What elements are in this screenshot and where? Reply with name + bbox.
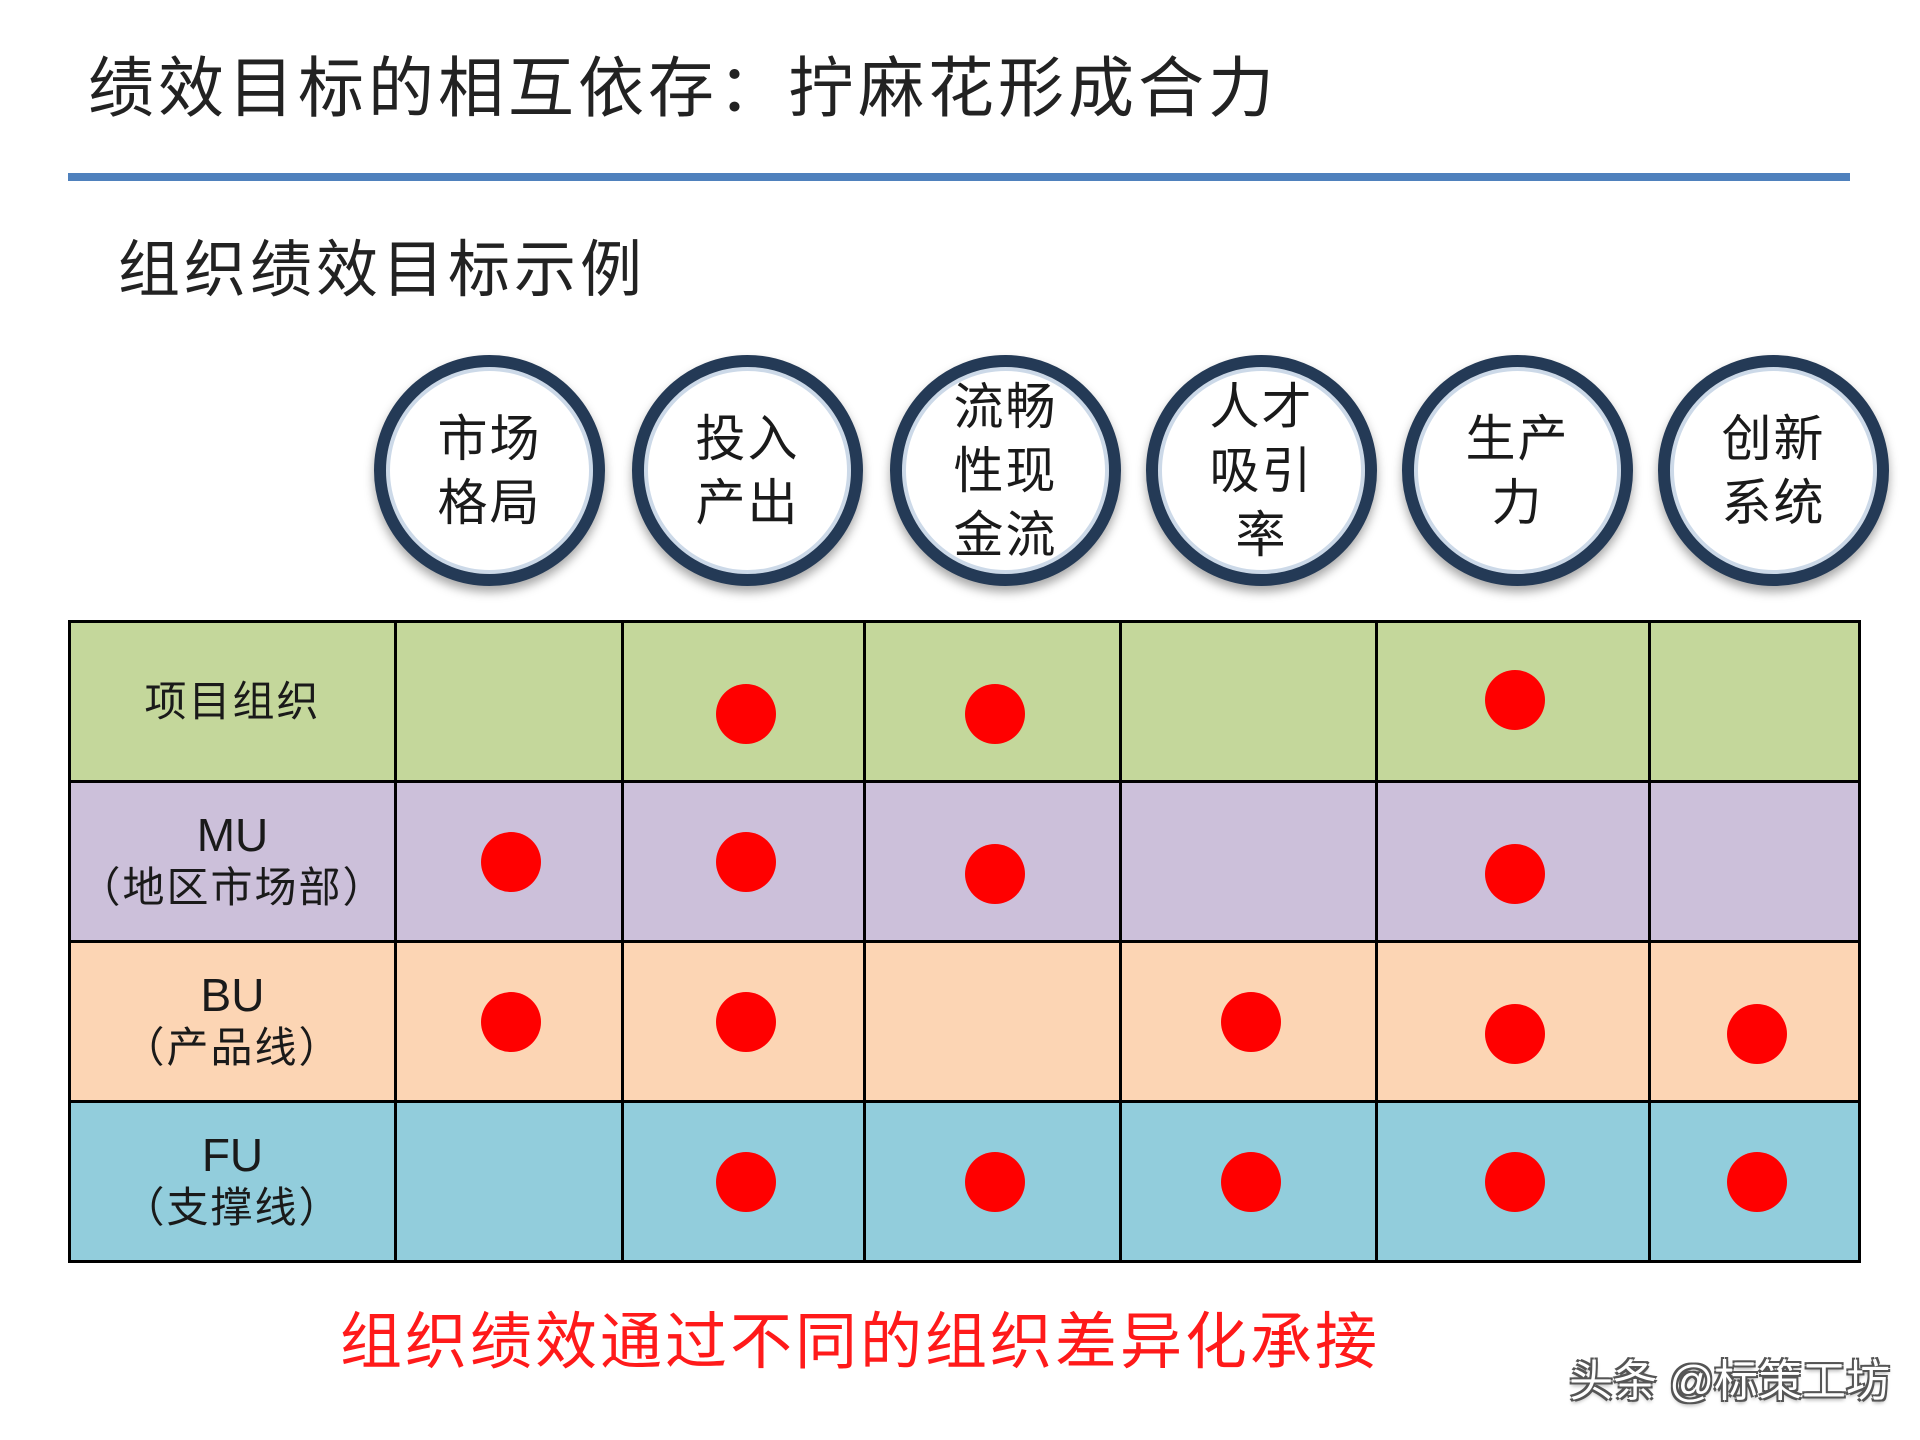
marker-dot — [964, 843, 1025, 904]
matrix-cell — [394, 620, 624, 783]
marker-dot — [1485, 669, 1545, 730]
goal-circle-innovation: 创新 系统 — [1658, 355, 1889, 586]
matrix-cell — [1375, 940, 1651, 1103]
row-header-cell: FU （支撑线） — [68, 1100, 397, 1263]
marker-dot — [1485, 1151, 1545, 1212]
marker-dot — [481, 831, 541, 892]
row-code: FU — [201, 1128, 264, 1181]
goal-circle-talent: 人才 吸引 率 — [1146, 355, 1377, 586]
row-code: BU — [200, 968, 265, 1021]
matrix-cell — [1648, 1100, 1861, 1263]
matrix-cell — [1119, 940, 1378, 1103]
row-label: BU （产品线） — [71, 969, 394, 1075]
marker-dot — [1485, 1003, 1545, 1064]
marker-dot — [964, 1151, 1025, 1212]
matrix-cell — [1648, 620, 1861, 783]
matrix-cell — [1119, 620, 1378, 783]
matrix-cell — [863, 1100, 1122, 1263]
row-label: 项目组织 — [71, 675, 394, 729]
marker-dot — [1220, 991, 1281, 1052]
matrix-cell — [621, 940, 866, 1103]
row-code: MU — [196, 808, 269, 861]
matrix-cell — [394, 1100, 624, 1263]
marker-dot — [1220, 1151, 1281, 1212]
marker-dot — [715, 831, 776, 892]
row-name: （产品线） — [122, 1022, 343, 1072]
goal-label: 投入 产出 — [695, 409, 800, 532]
goal-label: 人才 吸引 率 — [1209, 377, 1314, 564]
goal-circle-cashflow: 流畅 性现 金流 — [890, 355, 1121, 586]
goal-circle-productivity: 生产 力 — [1402, 355, 1633, 586]
row-label: MU （地区市场部） — [71, 809, 394, 915]
table-row: BU （产品线） — [68, 940, 1861, 1103]
table-row: 项目组织 — [68, 620, 1861, 783]
marker-dot — [481, 991, 541, 1052]
title-underline — [68, 173, 1850, 181]
matrix-cell — [394, 940, 624, 1103]
goal-circle-market: 市场 格局 — [374, 355, 605, 586]
row-label: FU （支撑线） — [71, 1129, 394, 1235]
row-name: （地区市场部） — [78, 862, 387, 912]
row-header-cell: BU （产品线） — [68, 940, 397, 1103]
matrix-cell — [621, 780, 866, 943]
matrix-cell — [1375, 1100, 1651, 1263]
footer-note: 组织绩效通过不同的组织差异化承接 — [340, 1305, 1381, 1378]
watermark: 头条 @标策工坊 — [1569, 1357, 1890, 1406]
matrix-cell — [1119, 780, 1378, 943]
marker-dot — [715, 683, 776, 744]
matrix-cell — [863, 620, 1122, 783]
row-name: （支撑线） — [122, 1182, 343, 1232]
matrix-cell — [1119, 1100, 1378, 1263]
table-row: FU （支撑线） — [68, 1100, 1861, 1263]
row-name: 项目组织 — [144, 676, 321, 726]
goal-circle-roi: 投入 产出 — [632, 355, 863, 586]
goal-label: 市场 格局 — [437, 409, 542, 532]
matrix-cell — [863, 780, 1122, 943]
matrix-cell — [863, 940, 1122, 1103]
goal-label: 生产 力 — [1465, 409, 1570, 532]
matrix-cell — [1648, 780, 1861, 943]
marker-dot — [1726, 1151, 1787, 1212]
goal-matrix-table: 项目组织 MU （地区市场部） BU （产品线） FU （支撑线） — [68, 620, 1861, 1263]
row-header-cell: 项目组织 — [68, 620, 397, 783]
page-title: 绩效目标的相互依存：拧麻花形成合力 — [88, 50, 1278, 127]
row-header-cell: MU （地区市场部） — [68, 780, 397, 943]
goal-label: 创新 系统 — [1721, 409, 1826, 532]
matrix-cell — [394, 780, 624, 943]
goal-label: 流畅 性现 金流 — [953, 377, 1058, 564]
matrix-cell — [1375, 620, 1651, 783]
marker-dot — [1485, 843, 1545, 904]
marker-dot — [715, 991, 776, 1052]
marker-dot — [964, 683, 1025, 744]
marker-dot — [1726, 1003, 1787, 1064]
marker-dot — [715, 1151, 776, 1212]
matrix-cell — [621, 1100, 866, 1263]
matrix-cell — [1375, 780, 1651, 943]
matrix-cell — [621, 620, 866, 783]
section-subtitle: 组织绩效目标示例 — [118, 233, 647, 306]
table-row: MU （地区市场部） — [68, 780, 1861, 943]
matrix-cell — [1648, 940, 1861, 1103]
